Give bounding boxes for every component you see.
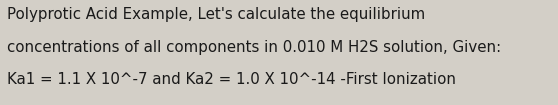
Text: Ka1 = 1.1 X 10^-7 and Ka2 = 1.0 X 10^-14 -First Ionization: Ka1 = 1.1 X 10^-7 and Ka2 = 1.0 X 10^-14…: [7, 72, 456, 87]
Text: concentrations of all components in 0.010 M H2S solution, Given:: concentrations of all components in 0.01…: [7, 40, 501, 55]
Text: Polyprotic Acid Example, Let's calculate the equilibrium: Polyprotic Acid Example, Let's calculate…: [7, 7, 425, 22]
